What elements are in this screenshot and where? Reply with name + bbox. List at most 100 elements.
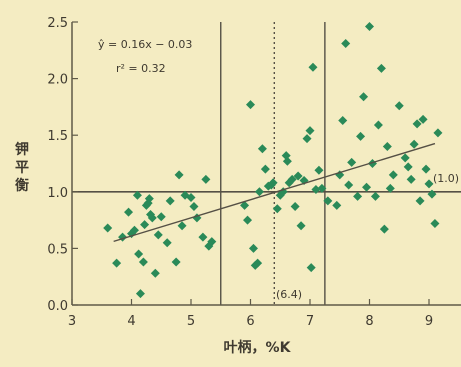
data-point (379, 224, 389, 234)
data-point (356, 131, 366, 141)
x-tick-label: 9 (425, 314, 433, 329)
data-point (250, 260, 260, 270)
data-point (124, 207, 134, 217)
data-point (412, 119, 422, 129)
data-point (129, 225, 139, 235)
data-point (415, 196, 425, 206)
data-point (424, 179, 434, 189)
data-point (153, 230, 163, 240)
x-tick-label: 5 (187, 314, 195, 329)
x-tick-label: 4 (127, 314, 135, 329)
data-point (132, 190, 142, 200)
y-tick-label: 2.0 (47, 73, 68, 88)
data-point (290, 202, 300, 212)
data-point (246, 100, 255, 110)
data-point (314, 165, 324, 175)
data-point (201, 174, 211, 184)
data-point (370, 191, 380, 201)
data-point (353, 191, 363, 201)
data-point (147, 213, 157, 223)
data-point (189, 202, 199, 212)
data-point (347, 157, 357, 167)
data-point (317, 183, 327, 193)
data-point (140, 220, 150, 230)
x-tick-label: 7 (306, 314, 314, 329)
data-point (134, 249, 144, 259)
y-tick-label: 1.0 (47, 186, 68, 201)
data-point (305, 126, 315, 136)
x-tick-label: 3 (68, 314, 76, 329)
data-point (198, 232, 208, 242)
h-reference-label: (1.0) (433, 172, 459, 185)
data-point (409, 139, 419, 149)
data-point (306, 263, 316, 273)
data-point (138, 257, 148, 267)
regression-line (113, 142, 436, 243)
data-point (403, 162, 413, 172)
y-tick-label: 0.0 (47, 299, 68, 314)
axes: 0.0 0.5 1.0 1.5 2.0 2.5 3 4 5 6 7 8 9 (47, 16, 461, 329)
data-point (162, 238, 172, 248)
data-point (150, 268, 160, 278)
y-axis-label-char: 平 (15, 160, 29, 176)
data-point (433, 128, 443, 138)
data-point (287, 174, 297, 184)
data-point (296, 221, 306, 231)
data-point (186, 192, 196, 202)
data-point (421, 164, 431, 174)
data-point (382, 142, 392, 152)
data-point (344, 180, 354, 190)
x-tick-label: 8 (365, 314, 373, 329)
data-point (135, 289, 145, 299)
y-tick-label: 0.5 (47, 242, 68, 257)
data-point (341, 39, 351, 49)
data-point (311, 185, 321, 195)
equation-label: ŷ = 0.16x − 0.03 (98, 38, 192, 51)
data-point (171, 257, 181, 267)
x-tick-label: 6 (246, 314, 254, 329)
data-point (240, 200, 250, 210)
data-points (103, 22, 443, 299)
data-point (165, 196, 175, 206)
data-point (418, 114, 428, 124)
data-point (308, 62, 318, 72)
data-point (400, 153, 410, 163)
data-point (394, 101, 404, 111)
data-point (373, 120, 383, 130)
data-point (338, 115, 348, 125)
labels: ŷ = 0.16x − 0.03 r² = 0.32 叶柄，%K (1.0) (… (98, 38, 459, 356)
x-axis-label: 叶柄，%K (224, 339, 292, 356)
data-point (144, 194, 154, 204)
data-point (207, 237, 217, 247)
data-point (406, 174, 416, 184)
data-point (388, 170, 398, 180)
data-point (365, 22, 374, 32)
data-point (323, 196, 333, 206)
data-point (248, 243, 258, 253)
y-tick-label: 1.5 (47, 129, 68, 144)
data-point (362, 182, 372, 192)
data-point (359, 92, 369, 102)
data-point (268, 178, 278, 188)
data-point (112, 258, 122, 268)
data-point (103, 223, 113, 233)
data-point (282, 156, 292, 166)
y-axis-label-char: 衡 (15, 177, 29, 194)
y-tick-label: 2.5 (47, 16, 68, 31)
data-point (243, 215, 253, 225)
data-point (332, 200, 342, 210)
data-point (272, 204, 282, 214)
r-squared-label: r² = 0.32 (116, 62, 166, 75)
data-point (260, 164, 270, 174)
data-point (430, 218, 440, 228)
data-point (174, 170, 184, 180)
v-reference-label: (6.4) (276, 288, 302, 301)
data-point (177, 221, 187, 231)
y-axis-label-char: 钾 (15, 141, 29, 158)
data-point (385, 183, 395, 193)
data-point (427, 189, 437, 199)
data-point (376, 63, 386, 73)
